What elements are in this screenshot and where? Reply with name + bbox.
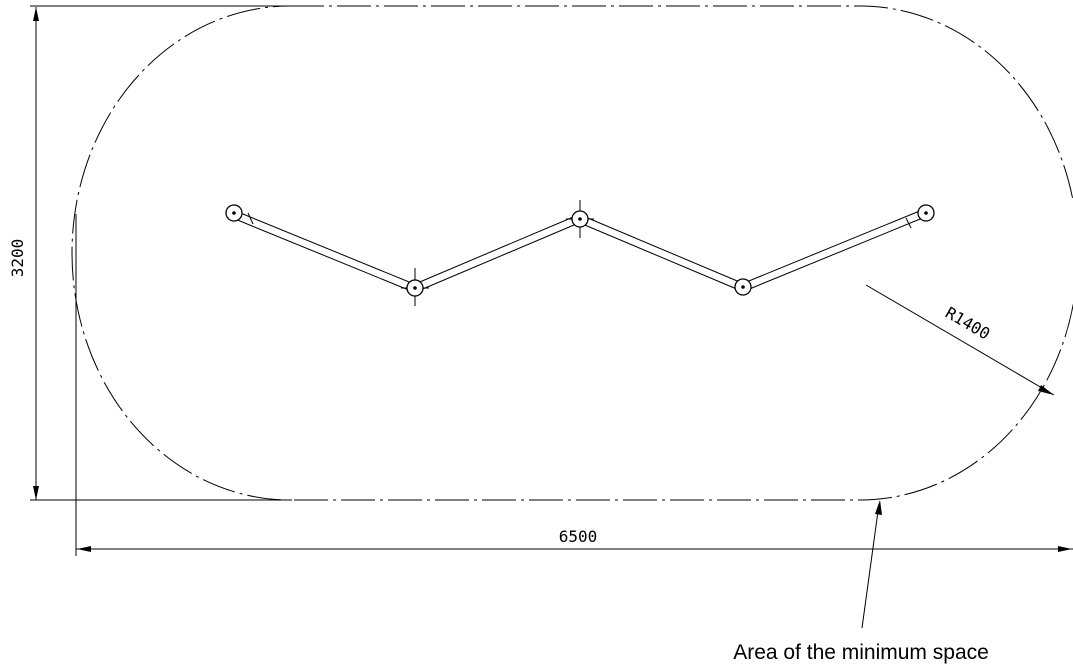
height-dimension: 3200 xyxy=(8,5,292,501)
joint-left-end xyxy=(225,204,243,222)
joint-right-end xyxy=(917,204,935,222)
height-dimension-label: 3200 xyxy=(8,239,27,278)
beam-segment-2 xyxy=(414,214,582,292)
zigzag-mechanism xyxy=(225,200,935,306)
width-dimension: 6500 xyxy=(75,214,1073,556)
beam-segment-4 xyxy=(743,209,926,291)
joint-lower-right xyxy=(734,278,752,296)
minimum-space-caption: Area of the minimum space xyxy=(733,641,989,664)
beam-segment-1 xyxy=(234,211,415,292)
joint-top-center xyxy=(566,200,594,238)
joint-lower-left xyxy=(401,268,429,306)
minimum-space-boundary xyxy=(71,5,1073,501)
width-dimension-label: 6500 xyxy=(559,527,598,546)
radius-dimension-label: R1400 xyxy=(942,303,993,344)
leader-arrow xyxy=(861,500,882,629)
beam-segment-3 xyxy=(579,215,743,291)
radius-dimension: R1400 xyxy=(865,284,1055,396)
